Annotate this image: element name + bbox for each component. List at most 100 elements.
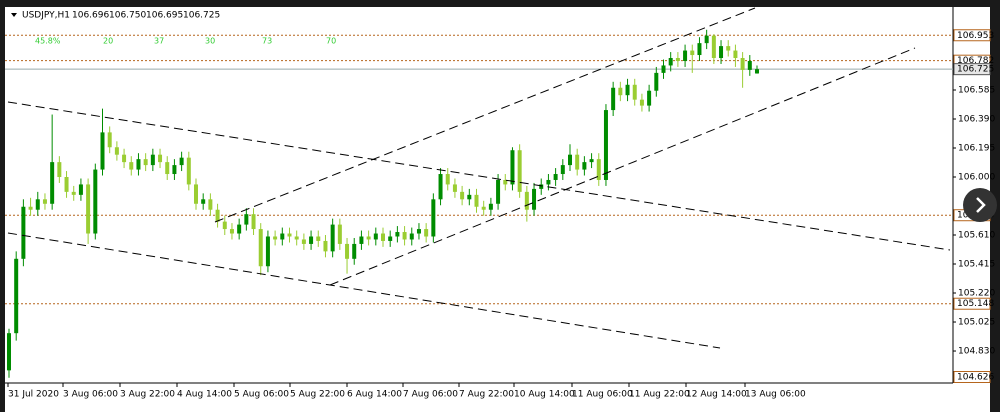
candle-body [697, 43, 702, 56]
header-price: 106.750 [109, 11, 146, 21]
candle-body [208, 199, 213, 210]
candle-body [330, 224, 335, 252]
candle-body [632, 84, 637, 100]
candle-body [57, 162, 62, 177]
y-tick-label: 106.390 [958, 114, 995, 124]
candle-body [381, 233, 385, 241]
candle-body [316, 236, 321, 241]
bottom-price-label: 104.626 [957, 373, 994, 383]
candle-body [654, 72, 659, 91]
candle-body [517, 150, 522, 192]
candle-body [539, 184, 544, 189]
candle-body [258, 229, 263, 267]
annotation: 73 [262, 37, 272, 46]
header-price: 106.696 [72, 11, 109, 21]
candle-body [237, 224, 242, 234]
candle-body [143, 159, 148, 166]
candle-body [373, 233, 378, 240]
candle-body [122, 154, 127, 163]
candle-body [287, 233, 292, 237]
candle-body [683, 50, 688, 61]
candle-body [158, 154, 163, 163]
x-tick-label: 12 Aug 14:00 [686, 390, 747, 400]
x-tick-label: 31 Jul 2020 [8, 390, 59, 400]
candle-body [201, 199, 206, 204]
candle-body [625, 84, 630, 96]
candle-body [64, 176, 69, 192]
x-tick-label: 5 Aug 06:00 [234, 390, 289, 400]
current-price-label: 106.725 [957, 65, 994, 75]
header-price: 106.725 [183, 11, 220, 21]
candle-body [618, 87, 623, 96]
trend-line [329, 47, 916, 286]
annotation: 20 [103, 37, 113, 46]
candle-body [409, 233, 414, 240]
current-price-box [953, 63, 991, 76]
candle-body [21, 206, 26, 259]
candle-body [280, 233, 285, 240]
x-tick-label: 6 Aug 14:00 [347, 390, 402, 400]
y-tick-label: 105.610 [958, 231, 995, 241]
candle-body [467, 194, 472, 200]
plot-area [5, 7, 953, 383]
candle-body [359, 236, 364, 244]
candle-body [690, 50, 695, 56]
candle-body [309, 236, 314, 244]
candle-body [726, 46, 731, 51]
candle-body [416, 229, 421, 234]
candle-body [747, 60, 752, 70]
y-tick-label: 105.220 [958, 289, 995, 299]
level-box [953, 297, 991, 310]
annotation: 37 [154, 37, 164, 46]
candle-body [78, 184, 83, 195]
candle-body [675, 58, 680, 61]
candle-body [661, 65, 666, 73]
candle-body [589, 159, 594, 163]
candle-body [431, 199, 436, 237]
candle-body [755, 69, 759, 74]
candle-body [323, 240, 328, 252]
annotation: 30 [205, 37, 215, 46]
candle-body [603, 110, 608, 180]
candle-body [575, 154, 580, 170]
candle-body [71, 191, 76, 195]
candle-body [474, 194, 479, 207]
candle-body [668, 58, 673, 66]
candle-body [93, 169, 98, 234]
candle-body [424, 229, 429, 237]
trend-line [7, 101, 951, 251]
level-label: 106.953 [957, 31, 994, 41]
candle-body [388, 236, 393, 241]
candle-body [596, 159, 601, 180]
candle-body [186, 157, 191, 185]
candle-body [165, 162, 170, 175]
candle-body [524, 191, 529, 210]
symbol-title: USDJPY,H1 [22, 11, 70, 21]
candle-body [86, 184, 91, 234]
time-axis [5, 383, 990, 412]
candle-body [488, 203, 493, 210]
level-box [953, 29, 991, 42]
candle-body [438, 174, 443, 200]
candle-body [107, 132, 112, 148]
candle-body [337, 224, 342, 244]
candle-body [452, 184, 457, 192]
candle-body [244, 214, 249, 225]
candle-body [265, 236, 270, 267]
candle-body [568, 154, 572, 166]
scroll-button[interactable] [963, 188, 997, 222]
candle-body [14, 258, 19, 334]
candle-body [582, 162, 587, 170]
x-tick-label: 11 Aug 06:00 [572, 390, 633, 400]
annotation: 70 [326, 37, 336, 46]
candle-body [647, 90, 652, 106]
candle-body [719, 46, 724, 59]
candle-body [560, 165, 565, 175]
dropdown-icon[interactable] [11, 13, 17, 17]
candle-body [150, 154, 155, 166]
candle-body [460, 191, 465, 200]
x-tick-label: 13 Aug 06:00 [745, 390, 806, 400]
candle-body [222, 221, 227, 230]
y-tick-label: 105.415 [958, 260, 995, 270]
